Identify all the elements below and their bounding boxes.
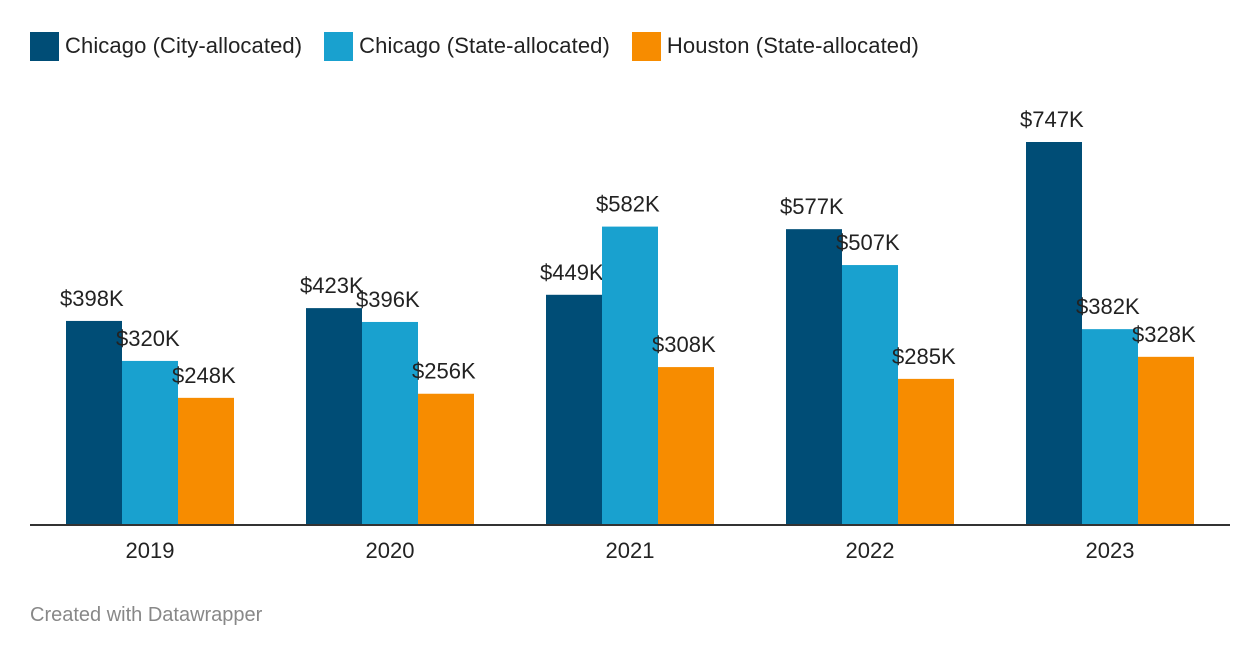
bar (306, 308, 362, 525)
x-tick-label: 2023 (1086, 538, 1135, 563)
data-label: $398K (60, 286, 124, 311)
bar (362, 321, 418, 525)
x-tick-label: 2019 (126, 538, 175, 563)
data-label: $449K (540, 260, 604, 285)
bar (842, 265, 898, 525)
legend-label: Chicago (City-allocated) (65, 33, 303, 58)
bar (898, 378, 954, 525)
bar (786, 229, 842, 525)
bar (1026, 142, 1082, 525)
data-label: $747K (1020, 107, 1084, 132)
legend-item-houston-state: Houston (State-allocated) (631, 31, 919, 61)
data-label: $285K (892, 344, 956, 369)
bar (122, 360, 178, 525)
data-label: $582K (596, 192, 660, 217)
data-label: $382K (1076, 294, 1140, 319)
legend-label: Houston (State-allocated) (666, 33, 919, 58)
legend-swatch (30, 31, 59, 61)
data-label: $320K (116, 326, 180, 351)
data-label: $328K (1132, 322, 1196, 347)
x-tick-label: 2022 (846, 538, 895, 563)
bar (658, 367, 714, 525)
bar (1082, 329, 1138, 525)
bar (178, 397, 234, 525)
x-tick-label: 2021 (606, 538, 655, 563)
data-label: $256K (412, 359, 476, 384)
data-label: $577K (780, 194, 844, 219)
bar (418, 393, 474, 525)
data-label: $396K (356, 287, 420, 312)
chart-legend: Chicago (City-allocated) Chicago (State-… (30, 30, 941, 62)
data-label: $308K (652, 332, 716, 357)
legend-label: Chicago (State-allocated) (359, 33, 610, 58)
legend-item-chicago-city: Chicago (City-allocated) (30, 31, 303, 61)
data-label: $507K (836, 230, 900, 255)
bar (66, 320, 122, 525)
legend-item-chicago-state: Chicago (State-allocated) (324, 31, 610, 61)
footer-credit: Created with Datawrapper (30, 604, 263, 626)
legend-swatch (631, 31, 661, 61)
data-label: $248K (172, 363, 236, 388)
data-label: $423K (300, 273, 364, 298)
legend-swatch (324, 31, 354, 61)
x-tick-label: 2020 (366, 538, 415, 563)
bar (546, 294, 602, 525)
bar-chart: $398K $320K $248K 2019 $423K$396K $256K 2020 $4… (30, 107, 1230, 563)
bar (1138, 356, 1194, 525)
bar (602, 226, 658, 525)
